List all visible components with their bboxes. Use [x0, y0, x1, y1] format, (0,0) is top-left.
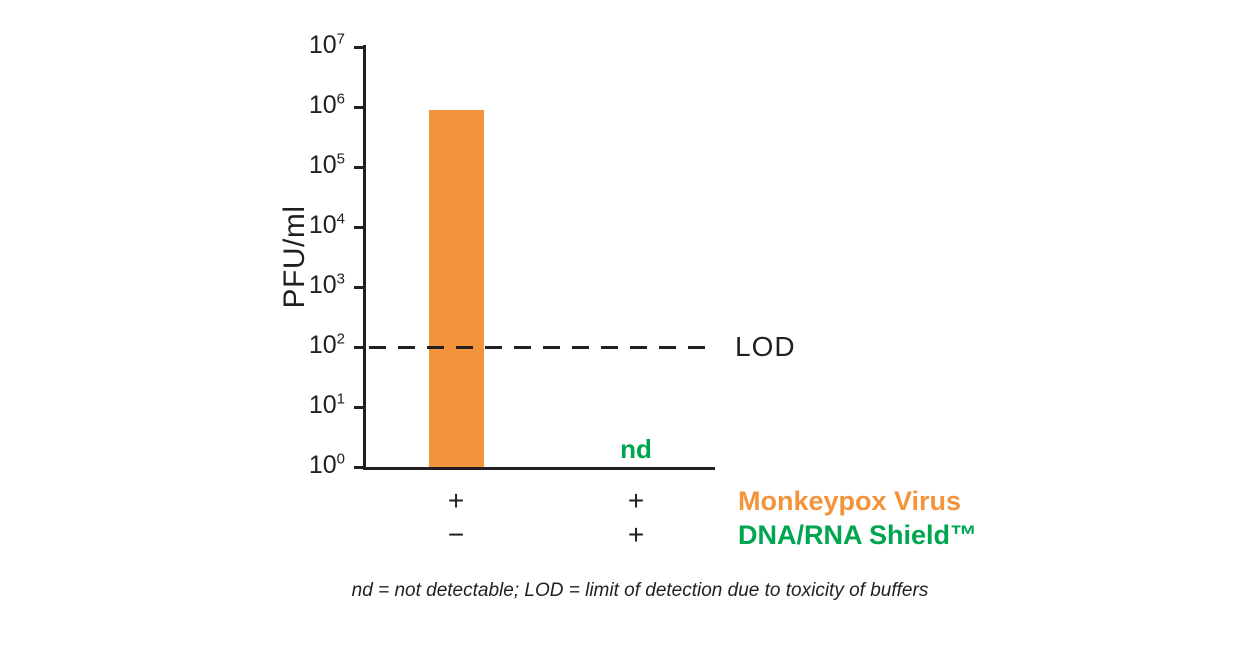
- y-tick-mark: [354, 345, 364, 349]
- footnote: nd = not detectable; LOD = limit of dete…: [351, 580, 929, 601]
- condition-sign: +: [627, 485, 645, 516]
- y-tick-mark: [354, 165, 364, 169]
- y-tick-label: 102: [308, 330, 345, 359]
- y-tick-mark: [354, 45, 364, 49]
- y-tick-mark: [354, 405, 364, 409]
- nd-label: nd: [620, 434, 652, 464]
- legend-label: Monkeypox Virus: [738, 486, 962, 516]
- y-axis-title: PFU/ml: [278, 205, 311, 309]
- y-tick-label: 103: [308, 270, 345, 299]
- y-tick-mark: [354, 465, 364, 469]
- y-tick-label: 107: [308, 30, 345, 59]
- condition-sign: +: [447, 485, 465, 516]
- y-tick-mark: [354, 105, 364, 109]
- y-tick-label: 101: [308, 390, 345, 419]
- condition-sign: +: [627, 519, 645, 550]
- condition-sign: −: [447, 519, 465, 550]
- x-axis-line: [363, 467, 715, 470]
- bar-monkeypox-virus: [428, 109, 484, 467]
- y-tick-label: 100: [308, 450, 345, 479]
- y-tick-mark: [354, 225, 364, 229]
- lod-label: LOD: [735, 331, 796, 362]
- legend-label: DNA/RNA Shield™: [738, 520, 978, 550]
- y-tick-label: 105: [308, 150, 345, 179]
- y-axis-line: [363, 45, 366, 470]
- lod-dashed-line: [369, 345, 713, 349]
- y-tick-label: 104: [308, 210, 345, 239]
- y-tick-label: 106: [308, 90, 345, 119]
- y-tick-mark: [354, 285, 364, 289]
